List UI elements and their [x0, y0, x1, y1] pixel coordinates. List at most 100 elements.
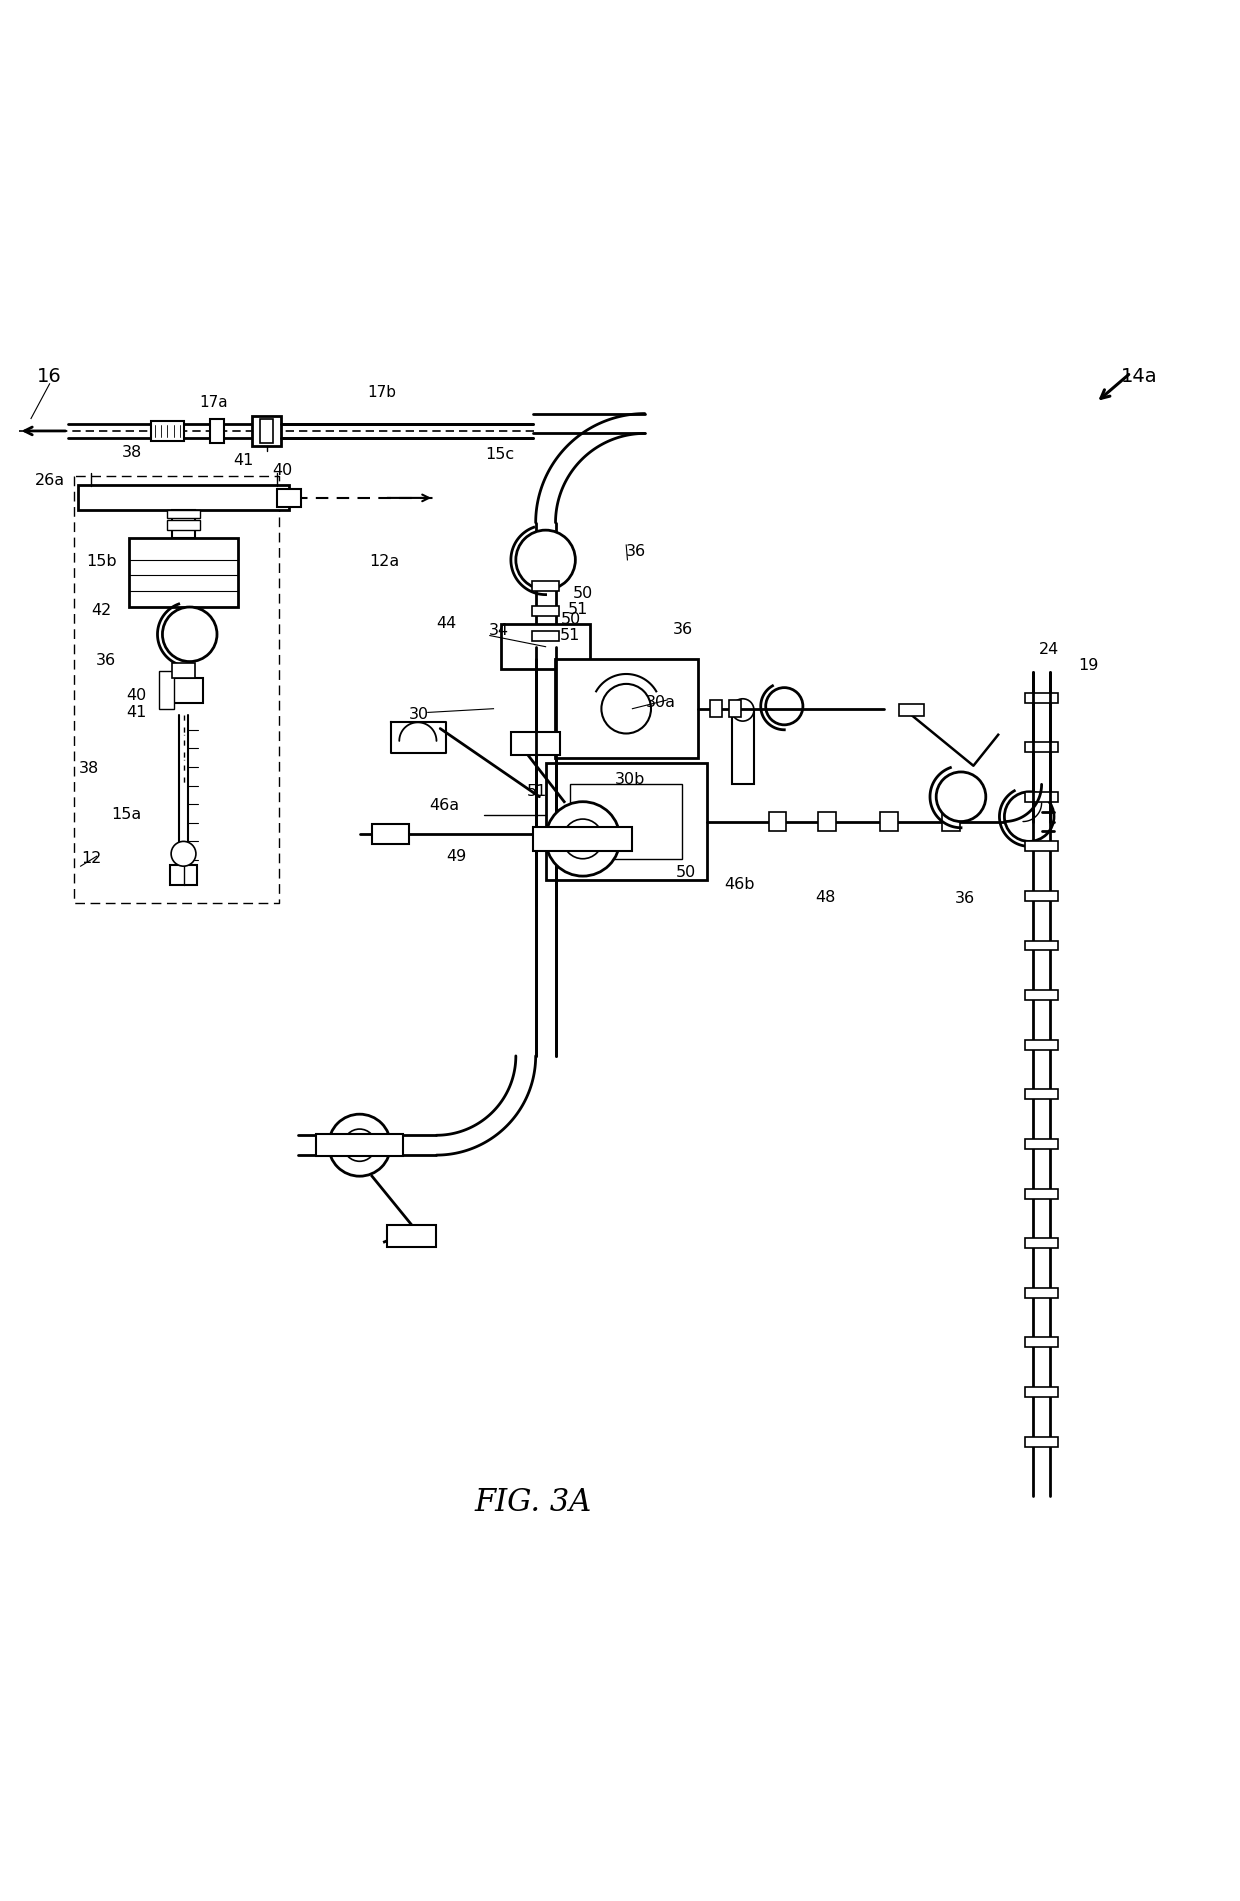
Text: 12a: 12a: [370, 553, 399, 568]
Text: 46b: 46b: [724, 876, 754, 892]
Circle shape: [343, 1129, 376, 1162]
Text: 51: 51: [568, 603, 588, 618]
Bar: [1025, 1238, 1058, 1249]
Circle shape: [601, 684, 651, 734]
Bar: [1025, 990, 1058, 1000]
Bar: [880, 812, 898, 831]
Text: 34: 34: [489, 624, 508, 639]
Text: 15c: 15c: [485, 447, 515, 462]
Bar: [252, 416, 281, 447]
Text: 36: 36: [673, 622, 693, 637]
Text: 42: 42: [92, 603, 112, 618]
Text: 24: 24: [1039, 643, 1059, 656]
Bar: [1025, 1188, 1058, 1198]
Bar: [732, 709, 754, 785]
Bar: [899, 703, 924, 717]
Circle shape: [546, 802, 620, 876]
Bar: [1025, 692, 1058, 703]
Text: 38: 38: [79, 760, 99, 776]
Bar: [129, 538, 238, 606]
Bar: [1025, 1388, 1058, 1397]
Bar: [1025, 1338, 1058, 1348]
Circle shape: [563, 819, 603, 859]
Bar: [942, 812, 960, 831]
Text: 15a: 15a: [112, 806, 141, 821]
Text: 46a: 46a: [429, 798, 459, 814]
Bar: [818, 812, 836, 831]
Bar: [172, 509, 195, 538]
Text: 19: 19: [1079, 658, 1099, 673]
Bar: [1025, 941, 1058, 950]
Text: 16: 16: [37, 367, 62, 386]
Text: 44: 44: [436, 616, 456, 631]
Text: 30a: 30a: [646, 696, 676, 709]
Bar: [167, 521, 200, 530]
Text: 30b: 30b: [615, 772, 645, 787]
Text: 14a: 14a: [1121, 367, 1158, 386]
Bar: [532, 582, 559, 591]
Bar: [167, 509, 200, 517]
Text: FIG. 3A: FIG. 3A: [475, 1487, 591, 1517]
Bar: [316, 1135, 403, 1156]
Bar: [151, 420, 184, 441]
Circle shape: [766, 688, 804, 724]
Bar: [172, 663, 195, 677]
Text: 30: 30: [409, 707, 429, 722]
Bar: [387, 1224, 436, 1247]
Text: 36: 36: [95, 652, 115, 667]
Circle shape: [162, 606, 217, 662]
Bar: [159, 671, 174, 709]
Circle shape: [329, 1114, 391, 1177]
Text: 26a: 26a: [35, 473, 64, 489]
Bar: [78, 485, 289, 509]
Circle shape: [516, 530, 575, 589]
Bar: [170, 865, 197, 884]
Bar: [546, 762, 707, 880]
Bar: [260, 418, 273, 443]
Circle shape: [171, 842, 196, 867]
Text: 50: 50: [560, 612, 580, 627]
Bar: [1025, 1287, 1058, 1298]
Bar: [1025, 1139, 1058, 1148]
Bar: [372, 823, 409, 844]
Bar: [1025, 741, 1058, 753]
Bar: [729, 700, 742, 717]
Text: 17b: 17b: [367, 386, 397, 399]
Bar: [570, 785, 682, 859]
Bar: [556, 660, 697, 758]
Text: 12: 12: [82, 852, 102, 867]
Circle shape: [732, 700, 754, 720]
Bar: [1025, 842, 1058, 852]
Text: 50: 50: [676, 865, 696, 880]
Text: 51: 51: [527, 785, 547, 798]
Circle shape: [936, 772, 986, 821]
Text: 36: 36: [955, 892, 975, 907]
Text: 41: 41: [126, 705, 146, 720]
Text: 40: 40: [126, 688, 146, 703]
Text: 41: 41: [233, 452, 253, 468]
Text: 15b: 15b: [87, 553, 117, 568]
Bar: [1025, 892, 1058, 901]
Bar: [1025, 1040, 1058, 1049]
Text: 17a: 17a: [198, 395, 228, 411]
Text: 38: 38: [122, 445, 141, 460]
Text: 51: 51: [560, 627, 580, 643]
Bar: [532, 606, 559, 616]
Bar: [769, 812, 786, 831]
Bar: [511, 732, 560, 755]
Bar: [164, 677, 203, 703]
Text: 36: 36: [626, 544, 646, 559]
Bar: [210, 418, 224, 443]
Bar: [709, 700, 722, 717]
Bar: [1025, 1089, 1058, 1099]
Bar: [277, 489, 301, 506]
Text: 49: 49: [446, 848, 466, 863]
Circle shape: [1004, 793, 1054, 842]
Bar: [532, 631, 559, 641]
Bar: [533, 827, 632, 852]
Text: 48: 48: [816, 890, 836, 905]
Bar: [1025, 1437, 1058, 1447]
Bar: [501, 624, 590, 669]
Text: 40: 40: [273, 464, 293, 479]
Bar: [1025, 793, 1058, 802]
